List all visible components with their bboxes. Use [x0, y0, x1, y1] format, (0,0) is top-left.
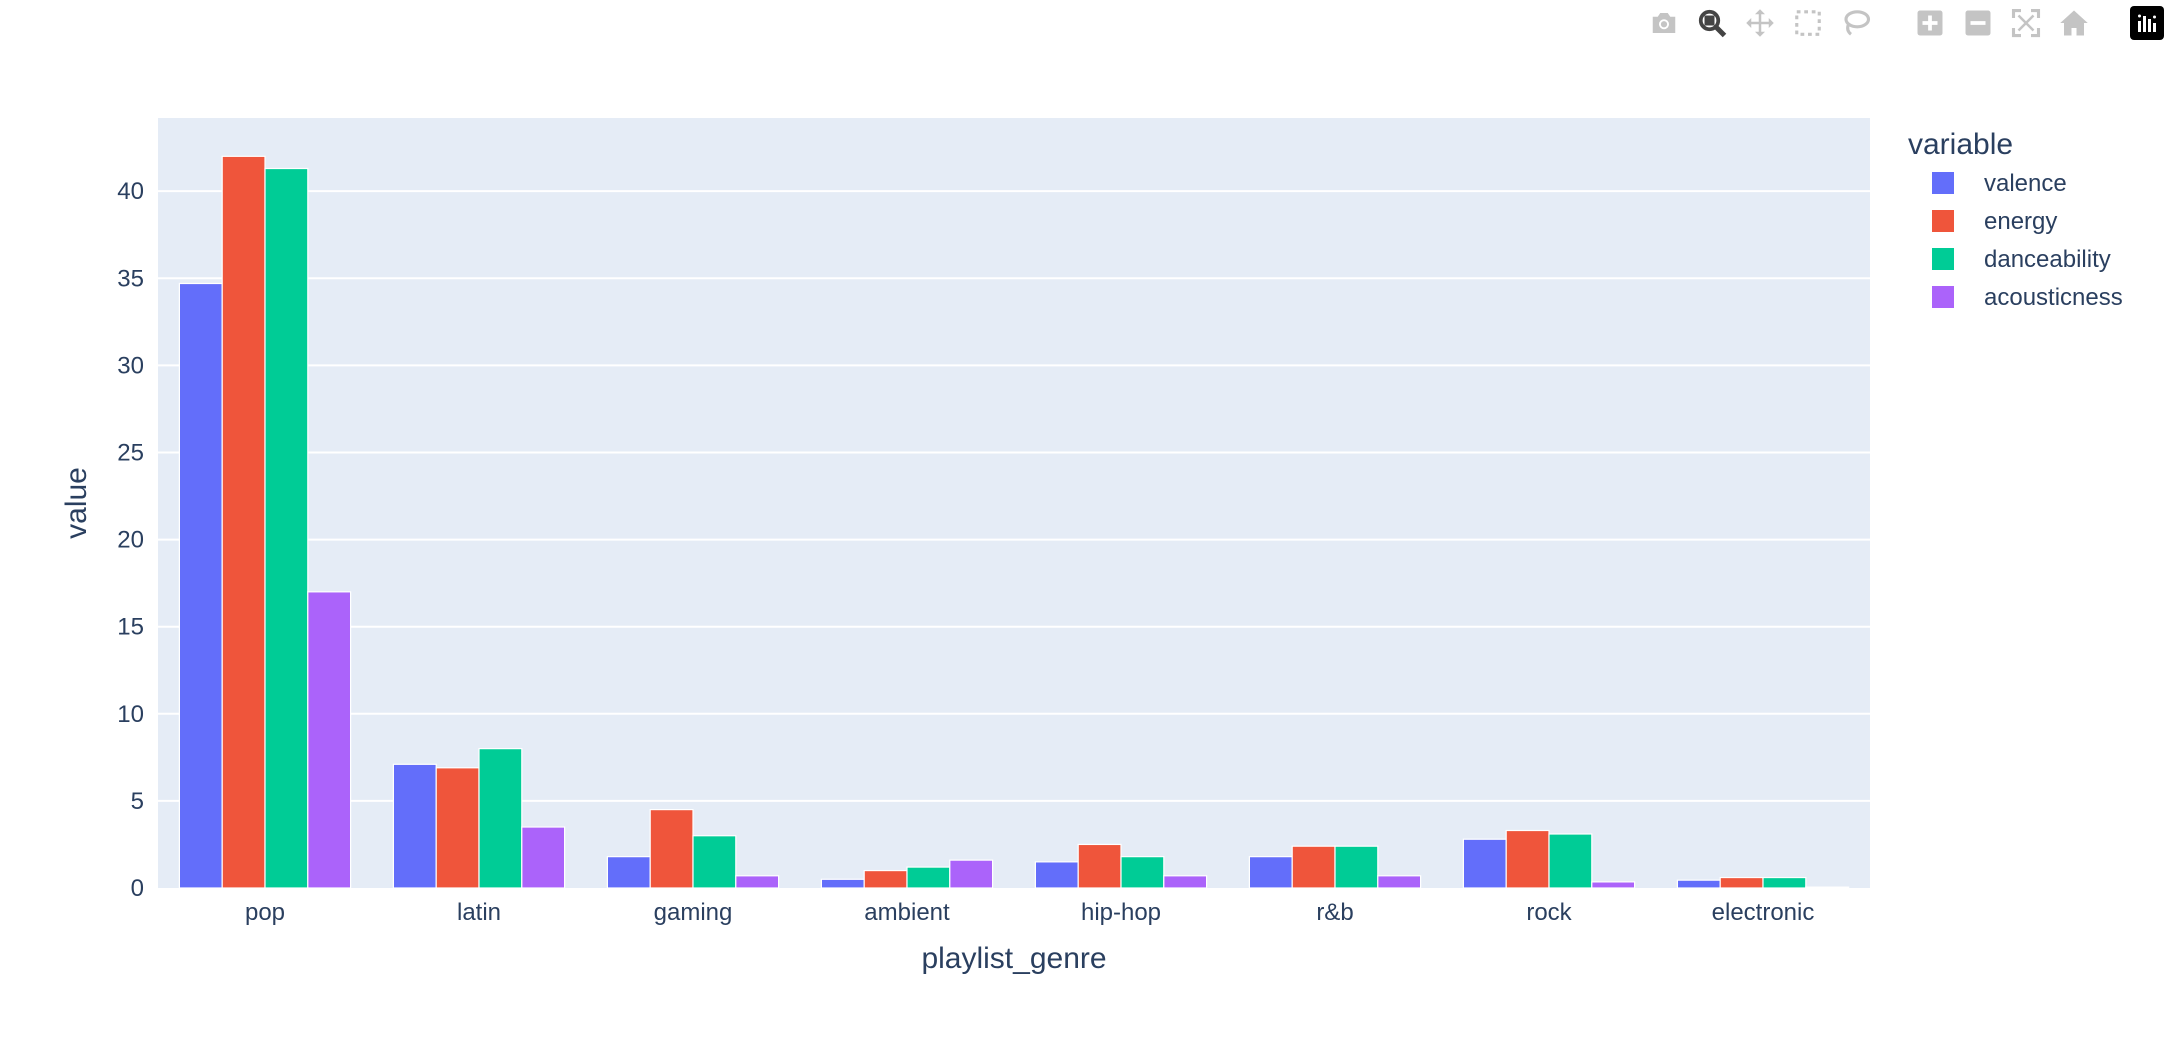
bar-valence[interactable]	[820, 878, 865, 889]
bar-danceability[interactable]	[1120, 856, 1165, 889]
modebar	[1614, 4, 2164, 42]
plot-area[interactable]	[158, 118, 1870, 888]
legend-item-acousticness[interactable]: acousticness	[1984, 284, 2123, 311]
bar-valence[interactable]	[606, 856, 651, 889]
bar-danceability[interactable]	[478, 748, 523, 889]
bar-danceability[interactable]	[1762, 876, 1807, 889]
bar-acousticness[interactable]	[521, 826, 566, 889]
box-select-icon[interactable]	[1790, 5, 1826, 41]
plotly-logo-icon[interactable]	[2130, 6, 2164, 40]
bar-energy[interactable]	[863, 869, 908, 889]
x-tick-label: latin	[457, 899, 501, 926]
y-tick-label: 40	[117, 178, 144, 205]
bar-energy[interactable]	[221, 155, 266, 889]
bar-valence[interactable]	[1034, 861, 1079, 889]
lasso-select-icon[interactable]	[1838, 5, 1874, 41]
bar-acousticness[interactable]	[1805, 886, 1850, 889]
y-tick-label: 5	[131, 788, 144, 815]
camera-icon[interactable]	[1646, 5, 1682, 41]
legend-swatch-danceability[interactable]	[1932, 248, 1954, 270]
y-tick-label: 20	[117, 527, 144, 554]
bar-acousticness[interactable]	[1163, 875, 1208, 889]
grid-lines	[158, 190, 1870, 802]
x-tick-label: gaming	[654, 899, 733, 926]
bar-energy[interactable]	[1077, 843, 1122, 889]
y-tick-label: 25	[117, 439, 144, 466]
bars	[178, 155, 1850, 889]
legend-swatch-valence[interactable]	[1932, 172, 1954, 194]
x-tick-label: rock	[1526, 899, 1572, 926]
reset-axes-icon[interactable]	[2056, 5, 2092, 41]
x-tick-label: r&b	[1316, 899, 1353, 926]
legend-item-danceability[interactable]: danceability	[1984, 246, 2111, 273]
zoom-out-icon[interactable]	[1960, 5, 1996, 41]
bar-acousticness[interactable]	[949, 859, 994, 889]
y-tick-label: 15	[117, 614, 144, 641]
bar-acousticness[interactable]	[307, 591, 352, 889]
bar-energy[interactable]	[1719, 876, 1764, 889]
bar-energy[interactable]	[1505, 829, 1550, 889]
legend-swatch-acousticness[interactable]	[1932, 286, 1954, 308]
y-tick-label: 10	[117, 701, 144, 728]
bar-danceability[interactable]	[692, 835, 737, 889]
bar-danceability[interactable]	[1334, 845, 1379, 889]
x-tick-label: hip-hop	[1081, 899, 1161, 926]
bar-energy[interactable]	[435, 767, 480, 889]
bar-valence[interactable]	[1248, 856, 1293, 889]
x-axis-title: playlist_genre	[921, 942, 1106, 975]
bar-danceability[interactable]	[264, 167, 309, 889]
y-tick-label: 30	[117, 352, 144, 379]
modebar-group-zoom	[1906, 5, 2098, 41]
legend-swatch-energy[interactable]	[1932, 210, 1954, 232]
bar-danceability[interactable]	[906, 866, 951, 889]
bar-energy[interactable]	[649, 809, 694, 889]
bar-valence[interactable]	[392, 763, 437, 889]
legend-item-valence[interactable]: valence	[1984, 170, 2067, 197]
y-axis-ticks: 0 5 10 15 20 25 30 35 40	[117, 178, 144, 902]
modebar-group-tools	[1640, 5, 1880, 41]
zoom-in-icon[interactable]	[1912, 5, 1948, 41]
y-tick-label: 0	[131, 875, 144, 902]
bar-energy[interactable]	[1291, 845, 1336, 889]
zoom-icon[interactable]	[1694, 5, 1730, 41]
x-axis-ticks: pop latin gaming ambient hip-hop r&b rock elect…	[245, 899, 1814, 926]
legend-title: variable	[1908, 128, 2013, 161]
bar-acousticness[interactable]	[1377, 875, 1422, 889]
autoscale-icon[interactable]	[2008, 5, 2044, 41]
bar-valence[interactable]	[1462, 838, 1507, 889]
legend-item-energy[interactable]: energy	[1984, 208, 2057, 235]
y-tick-label: 35	[117, 265, 144, 292]
x-tick-label: ambient	[864, 899, 950, 926]
bar-valence[interactable]	[1676, 879, 1721, 889]
pan-icon[interactable]	[1742, 5, 1778, 41]
legend: variable valence energy danceability acoust…	[1908, 128, 2123, 311]
modebar-group-logo	[2124, 6, 2164, 40]
x-tick-label: electronic	[1712, 899, 1815, 926]
x-tick-label: pop	[245, 899, 285, 926]
bar-danceability[interactable]	[1548, 833, 1593, 889]
bar-acousticness[interactable]	[735, 875, 780, 889]
bar-valence[interactable]	[178, 282, 223, 889]
y-axis-title: value	[60, 467, 93, 539]
bar-acousticness[interactable]	[1591, 881, 1636, 889]
